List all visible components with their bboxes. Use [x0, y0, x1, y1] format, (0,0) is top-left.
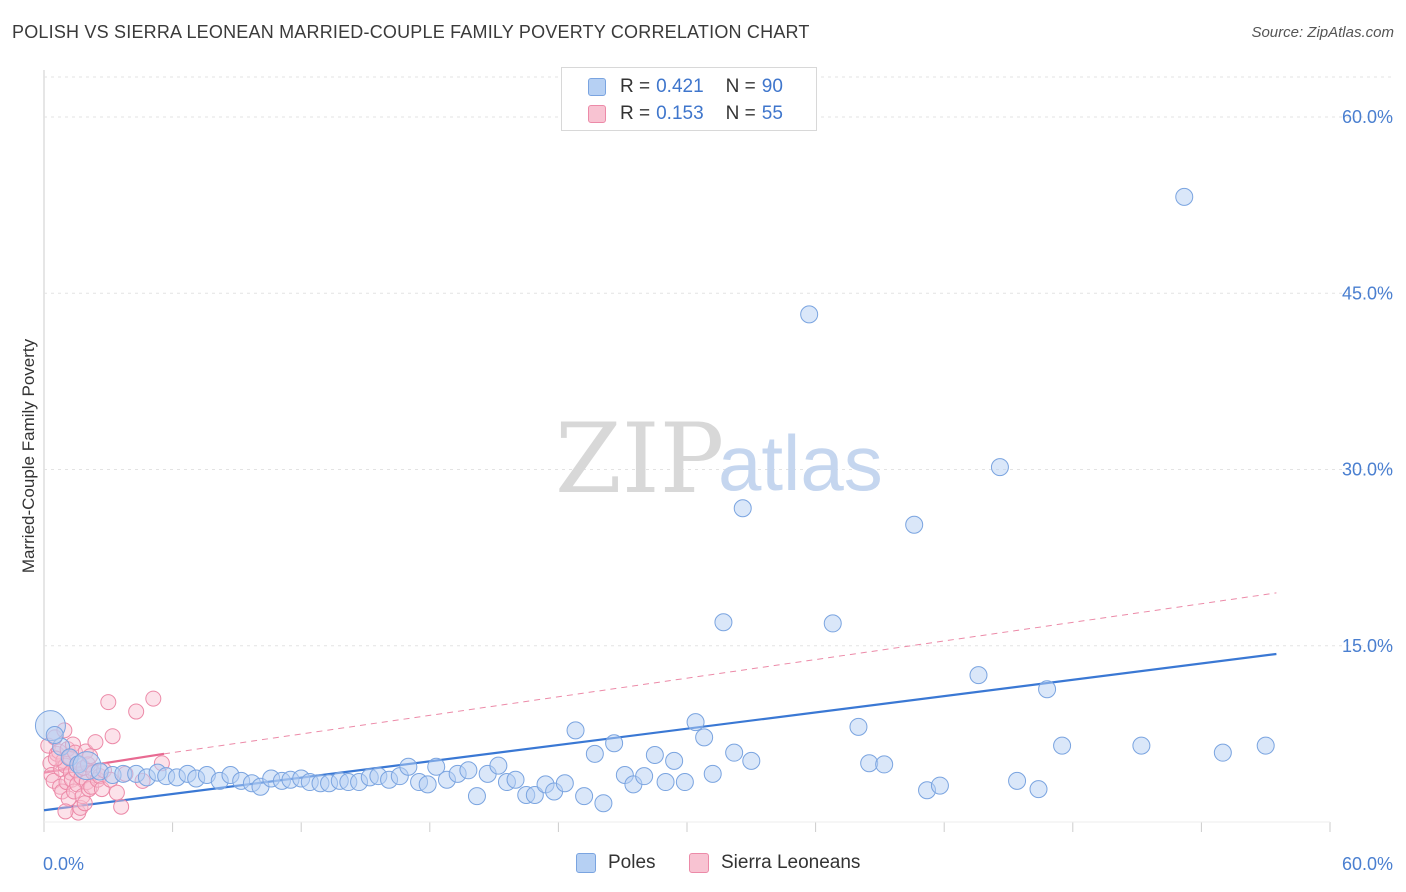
- sierra-leoneans-point: [87, 734, 104, 751]
- poles-point: [605, 734, 624, 753]
- legend-item-poles[interactable]: Poles: [576, 852, 656, 874]
- poles-point: [555, 774, 574, 793]
- poles-point: [575, 787, 594, 806]
- x-tick-label: 0.0%: [43, 854, 84, 874]
- poles-point: [725, 743, 744, 762]
- poles-point: [823, 614, 842, 633]
- x-axis-ticks: 0.0% 60.0%: [43, 854, 1393, 874]
- sierra-leoneans-trendline-extended: [163, 592, 1277, 755]
- poles-r-value: 0.421: [656, 76, 704, 97]
- n-label: N =: [725, 76, 756, 97]
- poles-point: [733, 499, 752, 518]
- sierra-leoneans-r-value: 0.153: [656, 103, 704, 124]
- x-tick-label: 60.0%: [1342, 854, 1393, 874]
- poles-point: [1132, 736, 1151, 755]
- series-legend: Poles Sierra Leoneans: [0, 852, 1406, 876]
- sierra-leoneans-point: [45, 772, 62, 789]
- poles-point: [665, 751, 684, 770]
- poles-point: [1038, 680, 1057, 699]
- poles-point: [427, 757, 446, 776]
- poles-point: [45, 726, 64, 745]
- legend-row-sierra-leoneans: R = 0.153 N = 55: [588, 102, 783, 126]
- r-label: R =: [620, 103, 651, 124]
- sierra-leoneans-point: [104, 728, 121, 745]
- poles-point: [418, 775, 437, 794]
- y-axis-ticks: 15.0% 30.0% 45.0% 60.0%: [1342, 107, 1393, 656]
- poles-point: [585, 744, 604, 763]
- y-axis-title: Married-Couple Family Poverty: [19, 338, 38, 573]
- y-tick-label: 45.0%: [1342, 283, 1393, 303]
- poles-point: [686, 713, 705, 732]
- sierra-leoneans-point: [128, 703, 145, 720]
- sierra-leoneans-legend-label: Sierra Leoneans: [721, 852, 861, 873]
- poles-point: [566, 721, 585, 740]
- poles-point: [467, 787, 486, 806]
- poles-point: [969, 666, 988, 685]
- legend-row-poles: R = 0.421 N = 90: [588, 75, 783, 99]
- watermark-zip: ZIP: [555, 403, 724, 515]
- sierra-leoneans-point: [57, 803, 74, 820]
- source-label: Source: ZipAtlas.com: [1251, 24, 1394, 41]
- watermark: ZIP atlas: [555, 403, 883, 515]
- poles-point: [875, 755, 894, 774]
- poles-point: [1029, 780, 1048, 799]
- stats-legend: R = 0.421 N = 90 R = 0.153 N = 55: [561, 67, 817, 131]
- sierra-leoneans-point: [76, 795, 93, 812]
- poles-point: [849, 717, 868, 736]
- poles-point: [594, 794, 613, 813]
- y-tick-label: 15.0%: [1342, 636, 1393, 656]
- grid: [43, 70, 1392, 832]
- poles-point: [990, 458, 1009, 477]
- poles-point: [656, 773, 675, 792]
- poles-point: [489, 756, 508, 775]
- poles-point: [714, 613, 733, 632]
- poles-point: [525, 785, 544, 804]
- poles-point: [459, 761, 478, 780]
- chart-title: POLISH VS SIERRA LEONEAN MARRIED-COUPLE …: [12, 22, 810, 42]
- poles-point: [695, 728, 714, 747]
- poles-point: [506, 770, 525, 789]
- r-label: R =: [620, 76, 651, 97]
- poles-legend-label: Poles: [608, 852, 656, 873]
- poles-point: [930, 776, 949, 795]
- poles-point: [1053, 736, 1072, 755]
- data-points: [34, 187, 1275, 821]
- poles-point: [1256, 736, 1275, 755]
- poles-point: [860, 754, 879, 773]
- poles-point: [645, 746, 664, 765]
- legend-item-sierra-leoneans[interactable]: Sierra Leoneans: [689, 852, 860, 874]
- poles-point: [1008, 771, 1027, 790]
- sierra-leoneans-swatch: [588, 105, 606, 123]
- sierra-leoneans-point: [145, 690, 162, 707]
- poles-n-value: 90: [761, 76, 783, 97]
- poles-point: [635, 767, 654, 786]
- poles-point: [1213, 743, 1232, 762]
- poles-point: [675, 773, 694, 792]
- sierra-leoneans-legend-swatch: [689, 853, 709, 873]
- poles-point: [703, 764, 722, 783]
- n-label: N =: [725, 103, 756, 124]
- poles-point: [1175, 187, 1194, 206]
- sierra-leoneans-point: [113, 798, 130, 815]
- poles-point: [905, 515, 924, 534]
- sierra-leoneans-point: [108, 784, 125, 801]
- y-tick-label: 30.0%: [1342, 460, 1393, 480]
- sierra-leoneans-n-value: 55: [761, 103, 783, 124]
- sierra-leoneans-point: [72, 799, 89, 816]
- y-tick-label: 60.0%: [1342, 107, 1393, 127]
- poles-swatch: [588, 78, 606, 96]
- watermark-atlas: atlas: [718, 419, 883, 507]
- poles-point: [399, 757, 418, 776]
- poles-point: [742, 751, 761, 770]
- poles-legend-swatch: [576, 853, 596, 873]
- poles-point: [800, 305, 819, 324]
- sierra-leoneans-point: [100, 694, 117, 711]
